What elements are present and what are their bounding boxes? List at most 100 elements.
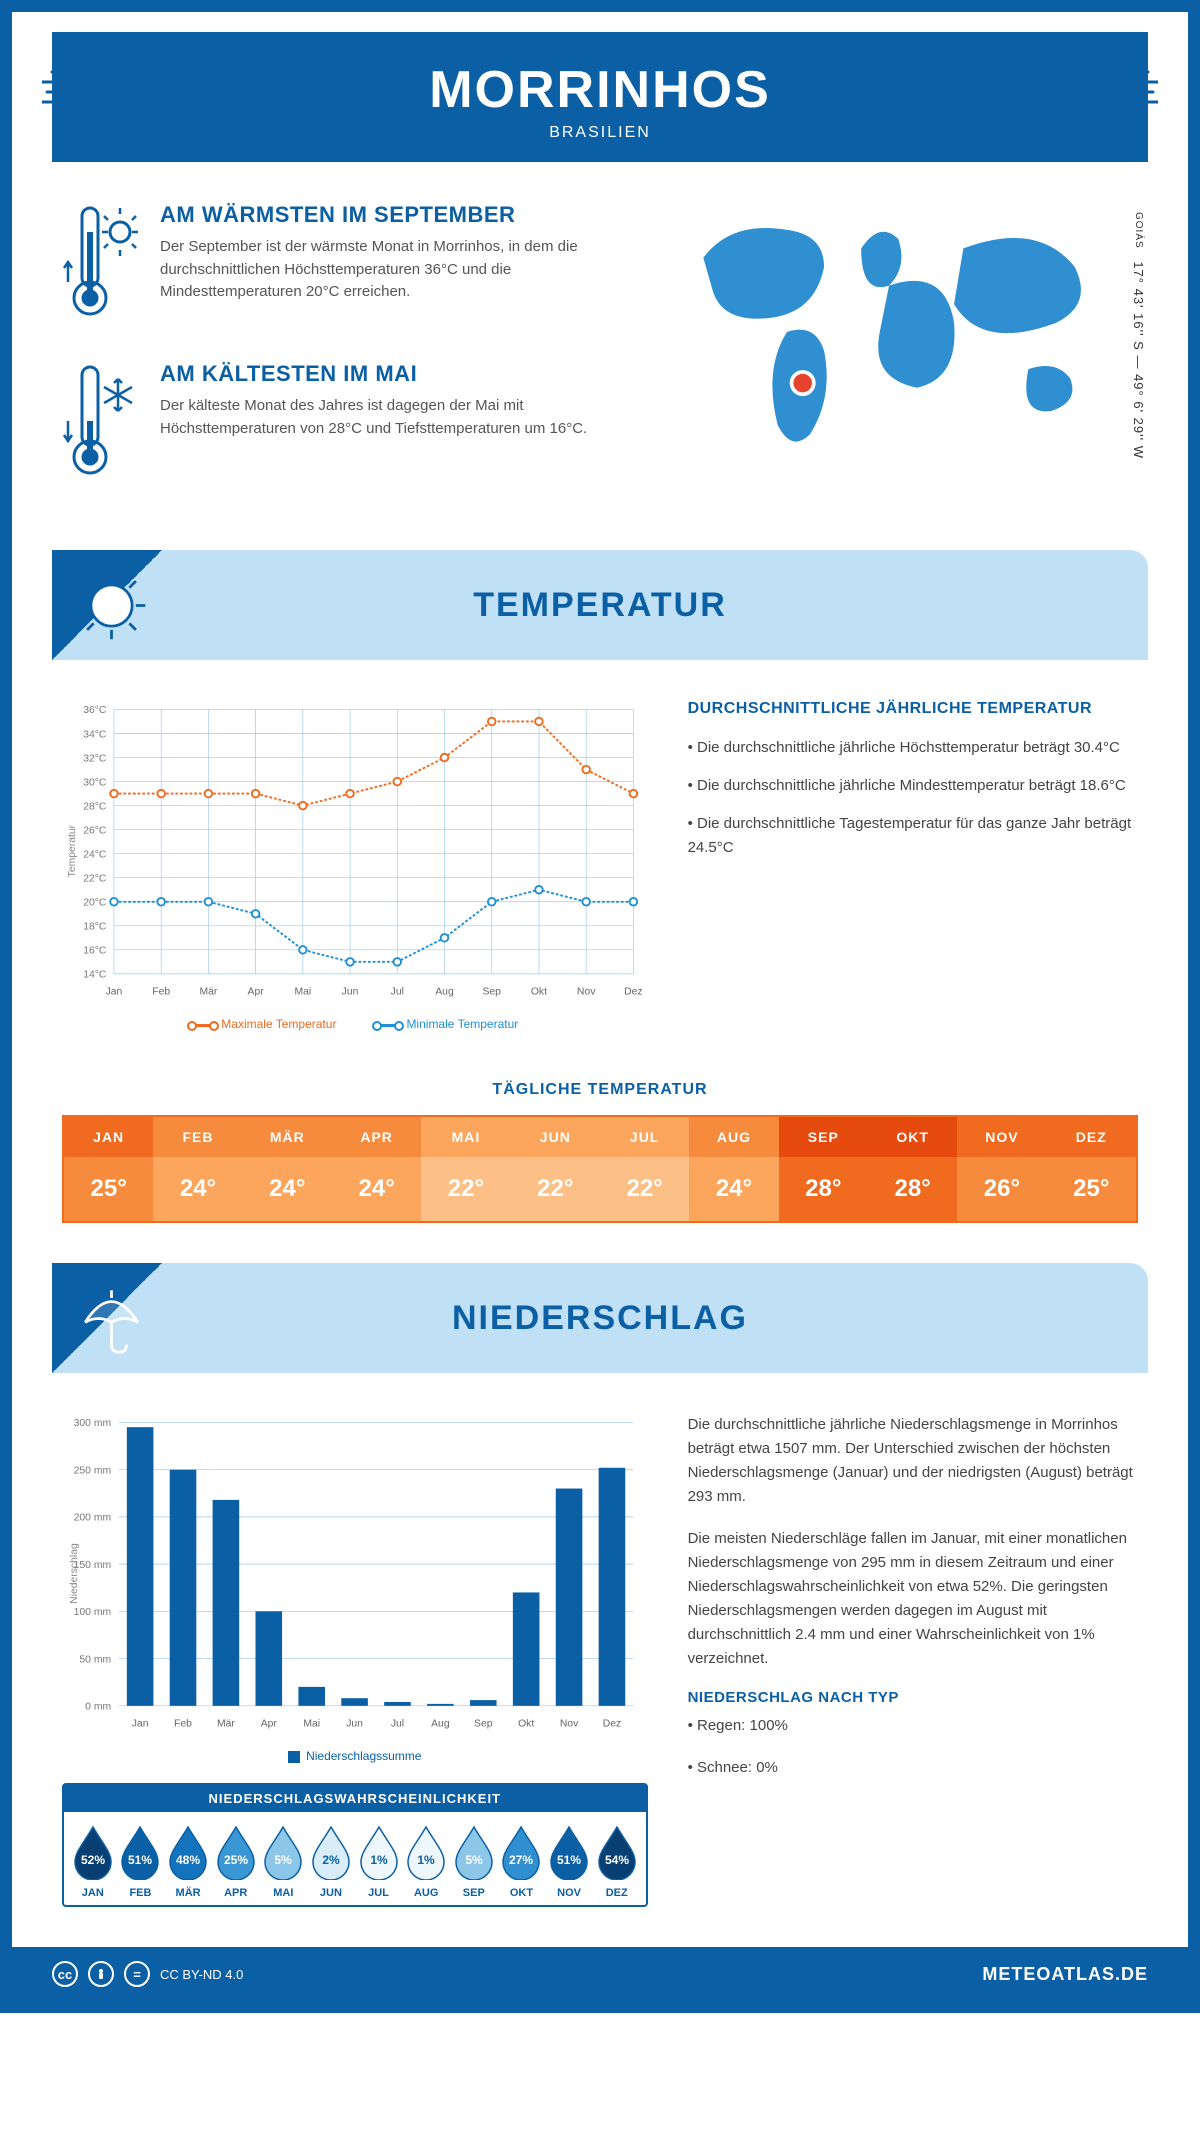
svg-text:14°C: 14°C <box>83 970 107 981</box>
precip-summary: Die durchschnittliche jährliche Niedersc… <box>688 1413 1138 1907</box>
svg-text:36°C: 36°C <box>83 705 107 716</box>
svg-text:52%: 52% <box>81 1853 105 1867</box>
svg-text:Jan: Jan <box>132 1719 149 1730</box>
daily-value: 22° <box>600 1157 689 1221</box>
daily-value: 28° <box>779 1157 868 1221</box>
svg-text:Niederschlag: Niederschlag <box>69 1543 80 1604</box>
daily-temperature-table: JANFEBMÄRAPRMAIJUNJULAUGSEPOKTNOVDEZ 25°… <box>62 1115 1138 1223</box>
svg-text:300 mm: 300 mm <box>74 1418 111 1429</box>
svg-text:25%: 25% <box>224 1853 248 1867</box>
svg-text:28°C: 28°C <box>83 801 107 812</box>
svg-text:Dez: Dez <box>603 1719 621 1730</box>
page: MORRINHOS BRASILIEN <box>0 0 1200 2013</box>
precip-probability-box: NIEDERSCHLAGSWAHRSCHEINLICHKEIT 52% JAN … <box>62 1783 648 1907</box>
svg-text:Aug: Aug <box>435 987 454 998</box>
precip-p2: Die meisten Niederschläge fallen im Janu… <box>688 1527 1138 1671</box>
svg-text:1%: 1% <box>370 1853 388 1867</box>
temp-bullet-2: • Die durchschnittliche jährliche Mindes… <box>688 774 1138 798</box>
prob-title: NIEDERSCHLAGSWAHRSCHEINLICHKEIT <box>64 1785 646 1812</box>
svg-text:2%: 2% <box>322 1853 340 1867</box>
svg-text:30°C: 30°C <box>83 777 107 788</box>
prob-drop: 25% APR <box>213 1824 259 1899</box>
prob-drop: 2% JUN <box>308 1824 354 1899</box>
city-title: MORRINHOS <box>52 60 1148 120</box>
svg-text:1%: 1% <box>418 1853 436 1867</box>
thermometer-cold-icon <box>62 361 142 481</box>
svg-text:250 mm: 250 mm <box>74 1466 111 1477</box>
daily-value: 22° <box>511 1157 600 1221</box>
daily-month: JAN <box>64 1117 153 1157</box>
fact-cold-title: AM KÄLTESTEN IM MAI <box>160 361 610 387</box>
license: cc = CC BY-ND 4.0 <box>52 1961 243 1987</box>
svg-text:Jan: Jan <box>106 987 123 998</box>
prob-drop: 51% NOV <box>546 1824 592 1899</box>
temperature-summary: DURCHSCHNITTLICHE JÄHRLICHE TEMPERATUR •… <box>688 700 1138 1031</box>
daily-value: 24° <box>689 1157 778 1221</box>
daily-value: 26° <box>957 1157 1046 1221</box>
svg-text:Nov: Nov <box>560 1719 579 1730</box>
temperature-legend: Maximale Temperatur Minimale Temperatur <box>62 1017 648 1031</box>
svg-text:48%: 48% <box>176 1853 200 1867</box>
svg-text:Okt: Okt <box>531 987 547 998</box>
temperature-chart: 14°C16°C18°C20°C22°C24°C26°C28°C30°C32°C… <box>62 700 648 1031</box>
svg-text:18°C: 18°C <box>83 922 107 933</box>
coords-text: 17° 43' 16'' S — 49° 6' 29'' W <box>1131 261 1146 459</box>
section-title-temperature: TEMPERATUR <box>473 586 727 625</box>
header: MORRINHOS BRASILIEN <box>52 32 1148 162</box>
svg-text:100 mm: 100 mm <box>74 1607 111 1618</box>
svg-text:Mai: Mai <box>303 1719 320 1730</box>
country-subtitle: BRASILIEN <box>52 124 1148 142</box>
daily-value: 25° <box>64 1157 153 1221</box>
svg-text:54%: 54% <box>605 1853 629 1867</box>
prob-drop: 5% MAI <box>261 1824 307 1899</box>
prob-drop: 5% SEP <box>451 1824 497 1899</box>
daily-month: JUL <box>600 1117 689 1157</box>
daily-value: 24° <box>153 1157 242 1221</box>
daily-month: AUG <box>689 1117 778 1157</box>
svg-text:Dez: Dez <box>624 987 642 998</box>
temp-bullet-3: • Die durchschnittliche Tagestemperatur … <box>688 812 1138 860</box>
svg-text:26°C: 26°C <box>83 825 107 836</box>
daily-value: 24° <box>332 1157 421 1221</box>
footer: cc = CC BY-ND 4.0 METEOATLAS.DE <box>12 1947 1188 2001</box>
site-name: METEOATLAS.DE <box>982 1964 1148 1985</box>
svg-text:Jun: Jun <box>346 1719 363 1730</box>
temp-bullet-1: • Die durchschnittliche jährliche Höchst… <box>688 736 1138 760</box>
svg-text:20°C: 20°C <box>83 898 107 909</box>
svg-text:Temperatur: Temperatur <box>67 824 78 877</box>
svg-text:0 mm: 0 mm <box>85 1702 111 1713</box>
cc-icon: cc <box>52 1961 78 1987</box>
daily-month: MÄR <box>243 1117 332 1157</box>
section-title-precip: NIEDERSCHLAG <box>452 1299 748 1338</box>
daily-month: MAI <box>421 1117 510 1157</box>
precip-type-b1: • Regen: 100% <box>688 1714 1138 1738</box>
by-icon <box>88 1961 114 1987</box>
svg-text:51%: 51% <box>557 1853 581 1867</box>
svg-text:Sep: Sep <box>474 1719 493 1730</box>
daily-month: DEZ <box>1047 1117 1136 1157</box>
svg-text:22°C: 22°C <box>83 874 107 885</box>
svg-text:24°C: 24°C <box>83 849 107 860</box>
svg-text:Feb: Feb <box>174 1719 192 1730</box>
sun-icon <box>74 568 149 643</box>
svg-text:Sep: Sep <box>482 987 501 998</box>
prob-drop: 1% AUG <box>403 1824 449 1899</box>
daily-value: 22° <box>421 1157 510 1221</box>
svg-text:Jul: Jul <box>391 1719 404 1730</box>
legend-max: Maximale Temperatur <box>221 1017 336 1031</box>
thermometer-hot-icon <box>62 202 142 322</box>
fact-coldest: AM KÄLTESTEN IM MAI Der kälteste Monat d… <box>62 361 610 486</box>
precip-legend-label: Niederschlagssumme <box>306 1749 421 1763</box>
svg-text:Feb: Feb <box>152 987 170 998</box>
section-bar-temperature: TEMPERATUR <box>52 550 1148 660</box>
nd-icon: = <box>124 1961 150 1987</box>
intro-row: AM WÄRMSTEN IM SEPTEMBER Der September i… <box>12 162 1188 540</box>
prob-drop: 54% DEZ <box>594 1824 640 1899</box>
svg-text:Mai: Mai <box>294 987 311 998</box>
legend-min: Minimale Temperatur <box>406 1017 518 1031</box>
svg-text:32°C: 32°C <box>83 753 107 764</box>
daily-value: 25° <box>1047 1157 1136 1221</box>
svg-text:Apr: Apr <box>261 1719 278 1730</box>
license-text: CC BY-ND 4.0 <box>160 1967 243 1982</box>
daily-value: 28° <box>868 1157 957 1221</box>
